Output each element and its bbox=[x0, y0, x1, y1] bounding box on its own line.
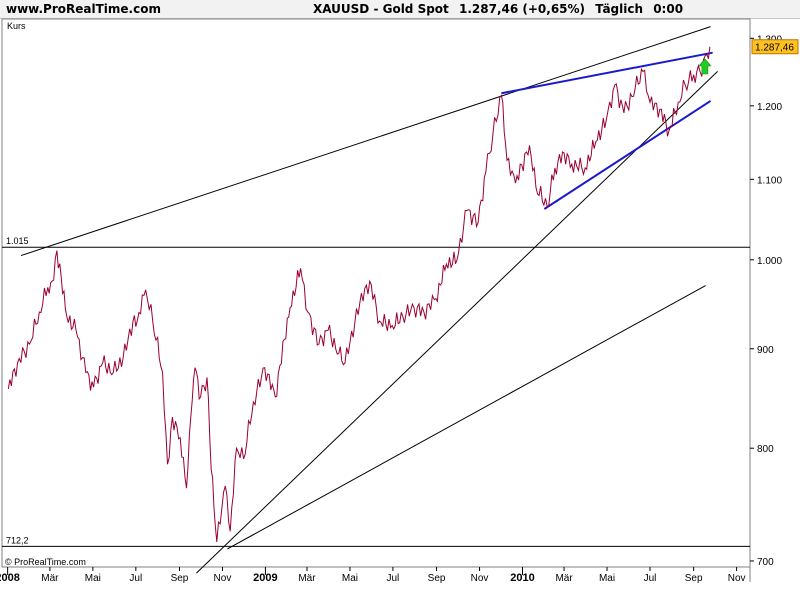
trendline bbox=[196, 71, 718, 574]
y-tick-label: 700 bbox=[757, 557, 774, 568]
instrument-quote: 1.287,46 (+0,65%) bbox=[458, 2, 586, 16]
x-tick-label: Jul bbox=[129, 573, 142, 584]
x-tick-label: Sep bbox=[171, 573, 189, 584]
y-tick-label: 1.000 bbox=[757, 256, 782, 267]
trendline bbox=[501, 51, 713, 95]
y-axis-title: Kurs bbox=[7, 21, 26, 31]
instrument-name: XAUUSD - Gold Spot bbox=[313, 2, 449, 16]
x-tick-label: 2009 bbox=[253, 572, 277, 584]
price-series-line bbox=[7, 46, 711, 542]
price-tag-box bbox=[751, 39, 799, 55]
x-tick-label: Sep bbox=[428, 573, 446, 584]
x-tick-label: Mär bbox=[555, 573, 573, 584]
horizontal-level-label: 1.015 bbox=[6, 236, 29, 246]
x-tick-label: 2008 bbox=[0, 572, 20, 584]
site-name[interactable]: www.ProRealTime.com bbox=[6, 2, 161, 16]
y-tick-label: 1.200 bbox=[757, 102, 782, 113]
period-label: Täglich bbox=[595, 2, 644, 16]
x-tick-label: Nov bbox=[471, 573, 489, 584]
x-tick-label: Sep bbox=[685, 573, 703, 584]
header-title: XAUUSD - Gold Spot 1.287,46 (+0,65%) Täg… bbox=[313, 2, 689, 16]
trendline bbox=[20, 26, 711, 257]
x-tick-label: Mai bbox=[599, 573, 615, 584]
trendline bbox=[543, 100, 712, 210]
horizontal-level-label: 712,2 bbox=[6, 535, 29, 545]
y-tick-label: 900 bbox=[757, 345, 774, 356]
time-label: 0:00 bbox=[653, 2, 684, 16]
x-tick-label: Jul bbox=[644, 573, 657, 584]
up-arrow-icon bbox=[698, 58, 712, 75]
trendline bbox=[227, 285, 706, 550]
header-bar: www.ProRealTime.com XAUUSD - Gold Spot 1… bbox=[0, 0, 800, 19]
y-tick-label: 800 bbox=[757, 444, 774, 455]
x-tick-label: Nov bbox=[728, 573, 746, 584]
price-tag-label: 1.287,46 bbox=[755, 43, 794, 54]
x-tick-label: Mai bbox=[85, 573, 101, 584]
plot-area[interactable] bbox=[1, 18, 751, 568]
x-tick-label: Mär bbox=[41, 573, 59, 584]
credit-label: © ProRealTime.com bbox=[5, 557, 86, 567]
y-tick-label: 1.100 bbox=[757, 175, 782, 186]
x-tick-label: Mär bbox=[298, 573, 316, 584]
x-tick-label: Nov bbox=[214, 573, 232, 584]
x-tick-label: Jul bbox=[387, 573, 400, 584]
x-tick-label: 2010 bbox=[510, 572, 534, 584]
x-tick-label: Mai bbox=[342, 573, 358, 584]
